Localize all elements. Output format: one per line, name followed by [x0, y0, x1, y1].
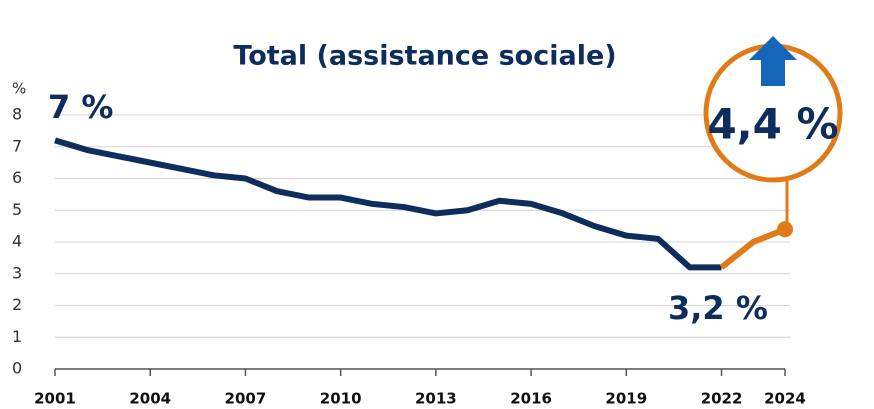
y-tick-label: 8 [12, 105, 22, 124]
line-series [719, 226, 787, 270]
x-tick-label: 2010 [320, 390, 362, 408]
x-tick-label: 2004 [129, 390, 171, 408]
y-tick-label: 2 [12, 295, 22, 314]
y-tick-label: 1 [12, 327, 22, 346]
end-point [777, 221, 793, 238]
x-tick-label: 2024 [764, 390, 806, 408]
x-tick-label: 2022 [701, 390, 743, 408]
y-tick-label: 5 [12, 200, 22, 219]
y-tick-label: 6 [12, 168, 22, 187]
y-tick-label: 4 [12, 232, 22, 251]
y-tick-label: 0 [12, 359, 22, 378]
x-tick-label: 2019 [605, 390, 647, 408]
annotation: 4,4 % [707, 100, 838, 149]
annotation: 3,2 % [668, 289, 768, 327]
y-tick-label: 3 [12, 263, 22, 282]
annotation: 7 % [48, 88, 113, 126]
x-tick-label: 2016 [510, 390, 552, 408]
x-tick-label: 2007 [225, 390, 267, 408]
x-tick-label: 2013 [415, 390, 457, 408]
y-tick-label: 7 [12, 136, 22, 155]
chart-title: Total (assistance sociale) [233, 41, 616, 72]
line-series [54, 137, 722, 271]
x-tick-label: 2001 [34, 390, 76, 408]
y-unit: % [12, 80, 26, 98]
up-arrow [749, 36, 797, 86]
